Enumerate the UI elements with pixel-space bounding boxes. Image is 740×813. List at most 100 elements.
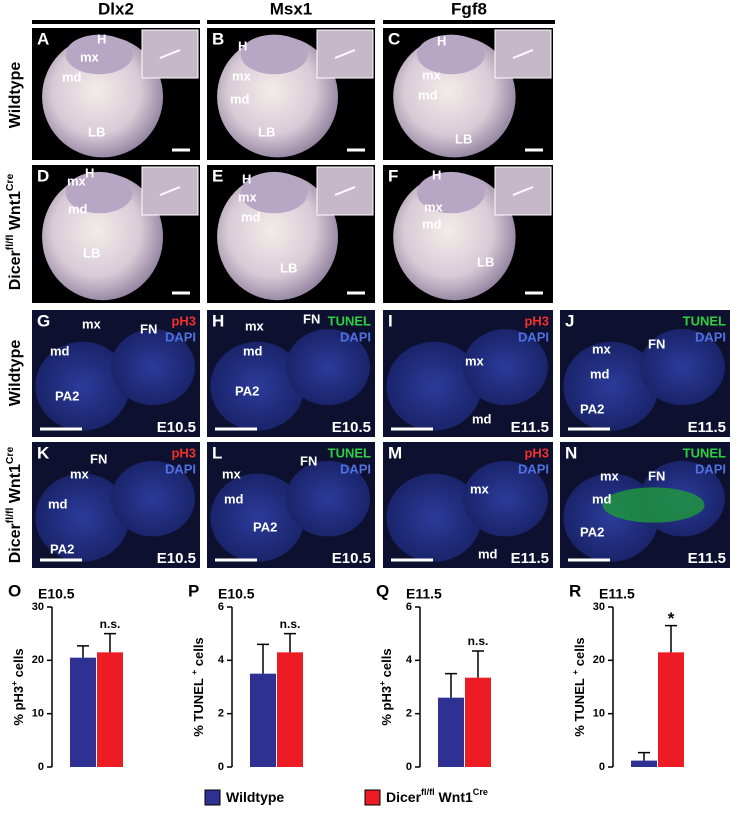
panel-label: md	[243, 343, 263, 358]
embryo	[217, 35, 339, 158]
header-bar	[32, 20, 200, 24]
y-axis-label: % TUNEL + cells	[570, 637, 587, 736]
bar	[70, 657, 96, 767]
y-tick-label: 20	[593, 654, 605, 666]
stage-label: E10.5	[332, 550, 371, 567]
stain-label: DAPI	[165, 329, 196, 344]
stain-label: DAPI	[518, 461, 549, 476]
panel-label: H	[97, 31, 106, 46]
stage-label: E11.5	[688, 419, 726, 436]
embryo-head	[240, 171, 308, 214]
error-bar	[638, 751, 650, 761]
stage-label: E11.5	[511, 550, 549, 567]
panel-label: PA2	[50, 541, 74, 556]
panel-label: mx	[232, 68, 252, 83]
panel-letter: B	[212, 29, 224, 48]
column-header: Dlx2	[98, 0, 134, 18]
column-header: Fgf8	[451, 0, 487, 18]
row-label-part: Wnt1	[7, 464, 24, 508]
y-axis-label-part: +	[570, 670, 580, 675]
stage-label: E11.5	[688, 550, 726, 567]
panel-label: md	[224, 491, 244, 506]
panel-label: FN	[648, 468, 665, 483]
chart-letter: R	[569, 581, 581, 600]
tissue	[110, 329, 195, 406]
y-axis-label-part: % TUNEL	[191, 675, 206, 737]
legend-label-part: fl/fl	[421, 787, 435, 797]
tissue	[285, 329, 370, 406]
row-label-part: Wildtype	[7, 340, 24, 407]
panel-label: md	[478, 546, 498, 561]
panel-label: PA2	[235, 383, 259, 398]
tissue	[110, 460, 195, 537]
panel-label: md	[48, 496, 68, 511]
panel-label: PA2	[580, 401, 604, 416]
header-bar	[383, 20, 555, 24]
y-axis-label-part: cells	[572, 637, 587, 670]
error-bar	[77, 645, 89, 658]
y-tick-label: 2	[218, 708, 224, 720]
panel-label: mx	[470, 481, 490, 496]
panel-label: LB	[477, 254, 494, 269]
chart-subtitle: E10.5	[38, 586, 75, 602]
panel-letter: J	[565, 311, 574, 330]
y-axis-label-part: +	[377, 681, 387, 686]
embryo	[393, 35, 516, 158]
y-axis-label-part: % pH3	[379, 686, 394, 726]
panel-label: mx	[422, 67, 442, 82]
legend-label: Wildtype	[226, 789, 284, 805]
y-tick-label: 2	[406, 708, 412, 720]
embryo-head	[240, 34, 308, 75]
y-tick-label: 20	[32, 654, 44, 666]
error-bar	[104, 632, 116, 653]
panel-label: md	[62, 69, 82, 84]
stage-label: E10.5	[332, 419, 371, 436]
significance-label: *	[668, 609, 675, 628]
panel-letter: I	[388, 311, 393, 330]
tissue	[386, 341, 482, 431]
y-axis-label: % TUNEL + cells	[189, 637, 206, 736]
panel-letter: H	[212, 311, 224, 330]
embryo	[42, 35, 164, 158]
stain-label: DAPI	[518, 329, 549, 344]
inset-arrow	[159, 186, 181, 196]
tissue	[210, 341, 305, 431]
inset-arrow	[512, 186, 534, 196]
row-label: Dicerfl/fl Wnt1Cre	[5, 447, 24, 564]
panel-letter: F	[388, 166, 398, 185]
panel-label: LB	[455, 131, 472, 146]
bar	[97, 652, 123, 767]
tissue	[386, 473, 482, 562]
chart-subtitle: E10.5	[218, 586, 255, 602]
bar	[250, 673, 276, 767]
stain-label: DAPI	[165, 461, 196, 476]
row-label-part: Wildtype	[7, 62, 24, 129]
panel-label: md	[68, 201, 88, 216]
row-label-part: Cre	[5, 174, 16, 192]
y-axis-label-part: +	[189, 670, 199, 675]
legend-label-part: Dicer	[386, 789, 422, 805]
panel-letter: D	[37, 166, 49, 185]
panel-letter: N	[565, 443, 577, 462]
tunel-signal	[602, 487, 705, 523]
tissue	[210, 473, 305, 562]
tissue	[639, 329, 725, 406]
panel-letter: C	[388, 29, 400, 48]
panel-label: md	[418, 87, 438, 102]
legend-label: Dicerfl/fl Wnt1Cre	[386, 787, 488, 804]
row-label-part: Dicer	[7, 250, 24, 290]
y-tick-label: 10	[32, 708, 44, 720]
bar	[465, 677, 491, 767]
y-tick-label: 30	[593, 601, 605, 613]
stain-label: TUNEL	[328, 445, 371, 460]
row-label-part: Dicer	[7, 523, 24, 563]
panel-label: LB	[83, 245, 100, 260]
row-label-part: Cre	[5, 447, 16, 465]
panel-label: PA2	[253, 519, 277, 534]
panel-label: mx	[245, 318, 265, 333]
panel-label: FN	[140, 321, 157, 336]
tissue	[563, 341, 659, 431]
y-tick-label: 6	[218, 601, 224, 613]
error-bar	[665, 624, 677, 653]
error-bar	[284, 632, 296, 653]
